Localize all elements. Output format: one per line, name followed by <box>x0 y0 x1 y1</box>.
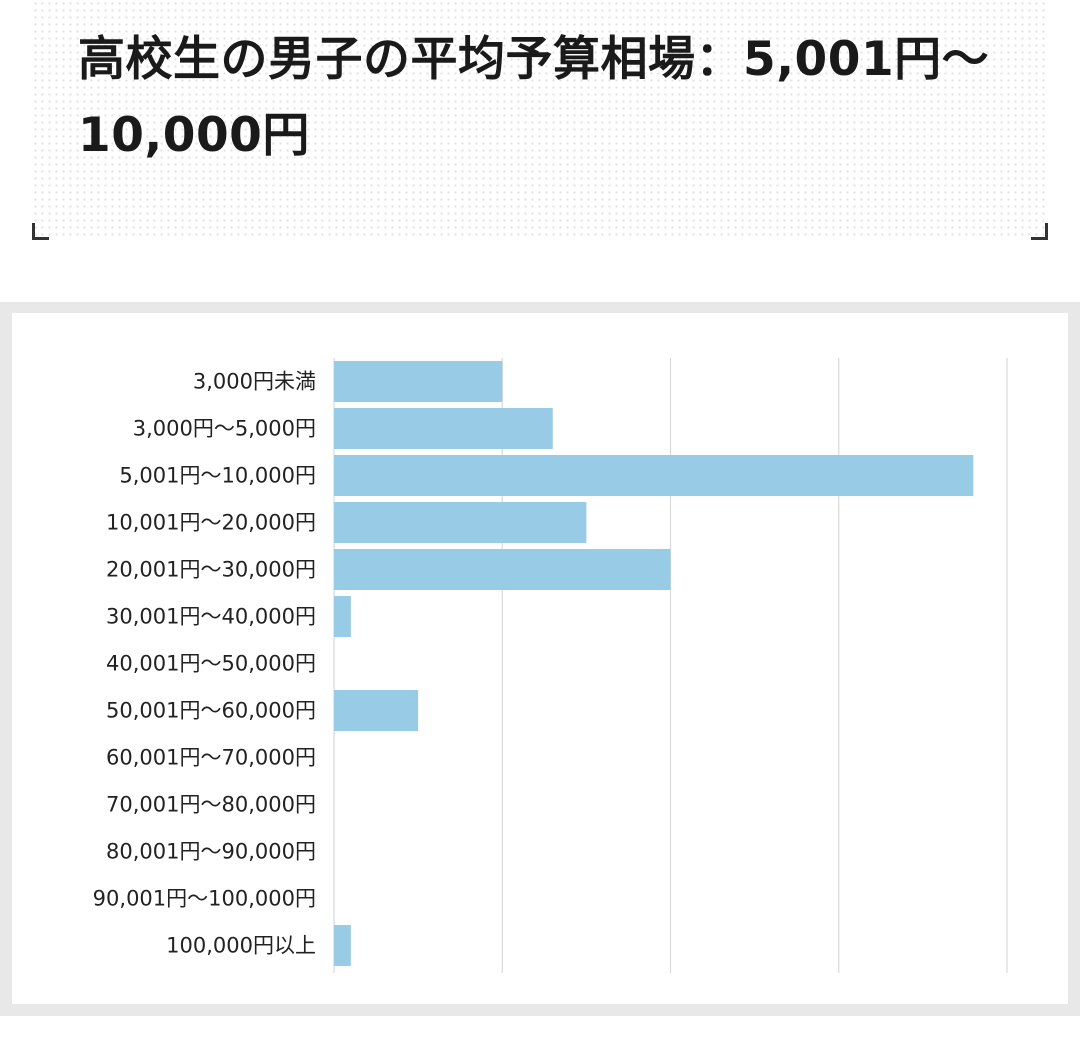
bar-13 <box>334 925 351 966</box>
page-title: 高校生の男子の平均予算相場：5,001円～10,000円 <box>78 32 990 163</box>
bar-1 <box>334 361 503 402</box>
chart-area: 3,000円未満 3,000円～5,000円 5,001円～10,000円 10,00… <box>12 313 1068 1004</box>
category-label-8: 50,001円～60,000円 <box>106 699 316 723</box>
bar-4 <box>334 502 587 543</box>
corner-bracket-right <box>1031 223 1048 240</box>
title-banner: 高校生の男子の平均予算相場：5,001円～10,000円 <box>32 0 1048 240</box>
category-label-7: 40,001円～50,000円 <box>106 652 316 676</box>
category-label-13: 100,000円以上 <box>166 934 316 958</box>
bar-5 <box>334 549 671 590</box>
category-label-9: 60,001円～70,000円 <box>106 746 316 770</box>
grid-layer <box>333 358 1008 973</box>
category-label-2: 3,000円～5,000円 <box>133 417 316 441</box>
category-label-4: 10,001円～20,000円 <box>106 511 316 535</box>
budget-bar-chart: 3,000円未満 3,000円～5,000円 5,001円～10,000円 10,00… <box>93 358 1008 973</box>
bar-6 <box>334 596 351 637</box>
category-label-1: 3,000円未満 <box>193 370 316 394</box>
chart-panel: 3,000円未満 3,000円～5,000円 5,001円～10,000円 10,00… <box>0 302 1080 1016</box>
bar-8 <box>334 690 419 731</box>
bar-layer <box>334 361 974 966</box>
category-label-6: 30,001円～40,000円 <box>106 605 316 629</box>
bar-2 <box>334 408 553 449</box>
category-label-10: 70,001円～80,000円 <box>106 793 316 817</box>
corner-bracket-left <box>32 223 49 240</box>
category-label-layer: 3,000円未満 3,000円～5,000円 5,001円～10,000円 10,00… <box>93 370 316 958</box>
category-label-11: 80,001円～90,000円 <box>106 840 316 864</box>
category-label-12: 90,001円～100,000円 <box>93 887 316 911</box>
category-label-5: 20,001円～30,000円 <box>106 558 316 582</box>
category-label-3: 5,001円～10,000円 <box>119 464 316 488</box>
bar-3 <box>334 455 974 496</box>
